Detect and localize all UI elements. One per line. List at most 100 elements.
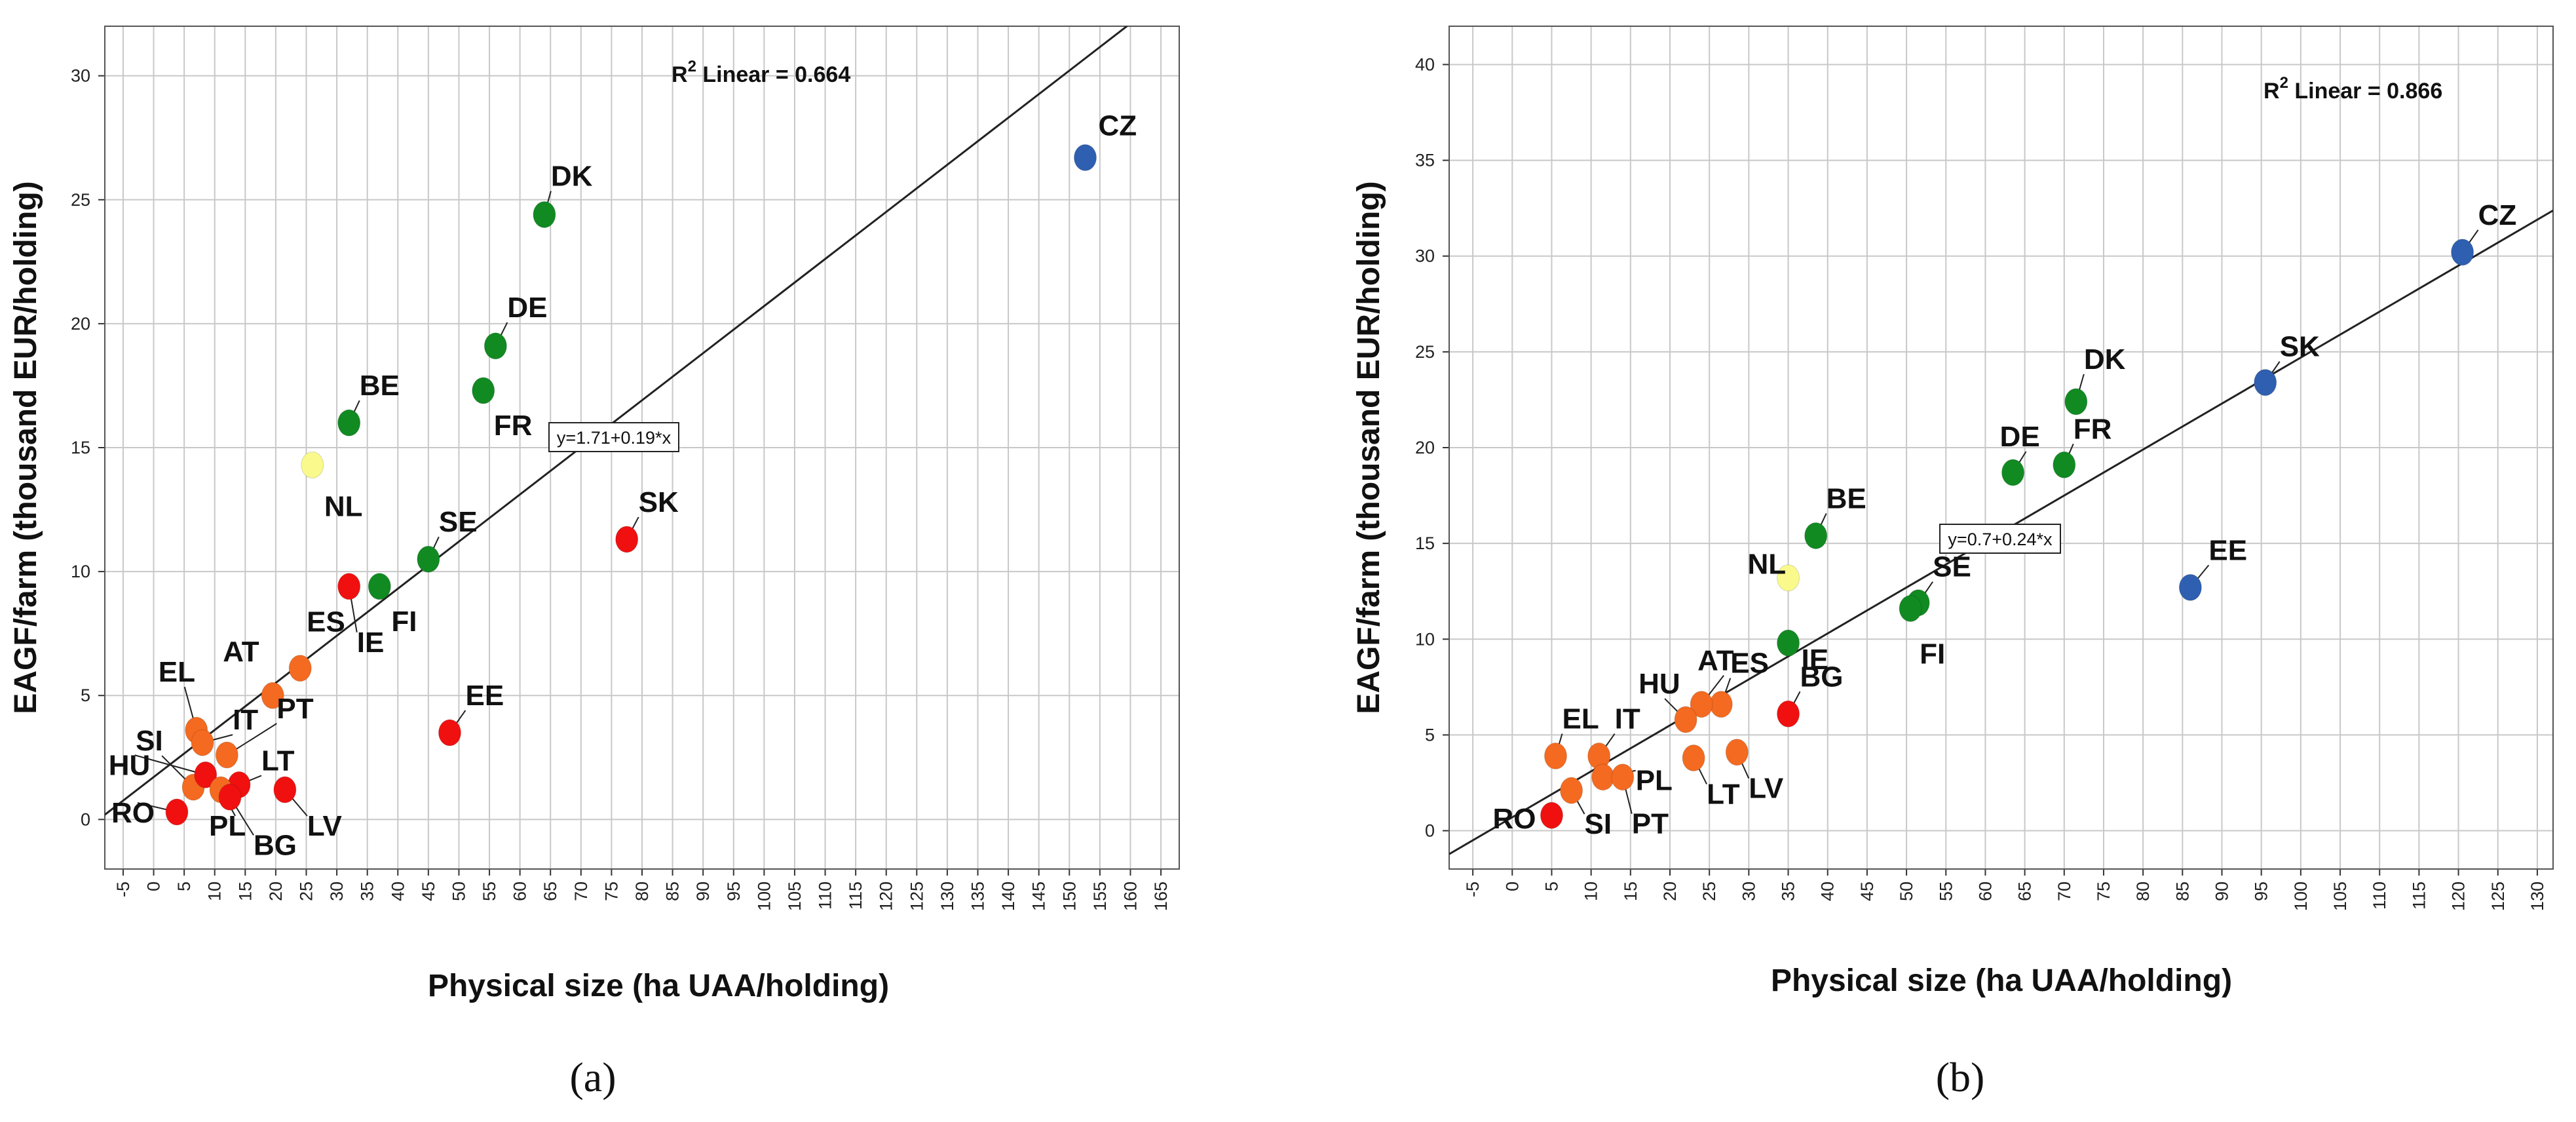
y-axis-title: EAGF/farm (thousand EUR/holding)	[9, 181, 43, 714]
data-point[interactable]	[438, 719, 461, 746]
data-point[interactable]	[194, 761, 218, 788]
point-label: DK	[2084, 343, 2126, 376]
x-tick-label: 40	[1818, 881, 1838, 901]
y-tick-label: 40	[1415, 54, 1435, 74]
data-point[interactable]	[1709, 691, 1733, 718]
data-point[interactable]	[273, 776, 297, 803]
data-point[interactable]	[1804, 522, 1828, 549]
y-tick-label: 30	[1415, 246, 1435, 266]
data-point[interactable]	[2064, 388, 2088, 416]
point-label: SE	[1933, 551, 1971, 583]
x-tick-label: 125	[2488, 881, 2508, 911]
y-tick-label: 10	[71, 562, 90, 581]
data-point-group: DK	[533, 160, 593, 228]
data-point[interactable]	[615, 526, 639, 553]
data-point[interactable]	[368, 573, 391, 600]
data-point[interactable]	[218, 783, 242, 811]
x-tick-label: 5	[1542, 881, 1561, 891]
data-point-group: PT	[1611, 764, 1669, 840]
data-point-group: SK	[615, 486, 679, 553]
data-point[interactable]	[1725, 739, 1749, 766]
data-point-group: BE	[337, 370, 400, 436]
data-point[interactable]	[337, 573, 361, 600]
data-point[interactable]	[2178, 573, 2202, 601]
point-label: LT	[261, 745, 295, 777]
data-point[interactable]	[533, 201, 556, 228]
data-point[interactable]	[1674, 706, 1697, 733]
y-tick-label: 35	[1415, 151, 1435, 170]
data-point[interactable]	[2451, 239, 2474, 266]
data-point[interactable]	[1899, 595, 1922, 623]
data-point[interactable]	[1540, 802, 1563, 829]
x-tick-label: 75	[601, 881, 621, 901]
point-label: SK	[639, 486, 679, 518]
data-point[interactable]	[1074, 144, 1097, 171]
data-point[interactable]	[1591, 764, 1615, 791]
data-point[interactable]	[215, 741, 238, 769]
data-point[interactable]	[472, 377, 495, 404]
data-point[interactable]	[165, 798, 189, 826]
equation-frame	[548, 422, 679, 452]
x-axis-title: Physical size (ha UAA/holding)	[428, 969, 889, 1003]
data-point[interactable]	[1777, 564, 1800, 592]
x-tick-label: 135	[968, 881, 988, 911]
data-point[interactable]	[1544, 743, 1567, 770]
point-label: LV	[1749, 773, 1784, 805]
data-point-group: FR	[2053, 413, 2112, 478]
panel-caption: (a)	[569, 1054, 616, 1100]
point-label: AT	[1697, 645, 1734, 677]
data-point[interactable]	[1682, 744, 1705, 771]
point-label: SE	[439, 506, 478, 538]
data-point[interactable]	[288, 655, 312, 682]
r2-value: Linear = 0.866	[2288, 79, 2442, 104]
equation-box: y=1.71+0.19*x	[548, 422, 679, 452]
y-tick-label: 25	[1415, 342, 1435, 362]
point-label: FI	[391, 606, 417, 638]
data-point[interactable]	[337, 409, 361, 436]
point-label: ES	[1730, 648, 1769, 680]
point-label: IT	[233, 704, 258, 736]
x-tick-label: 40	[388, 881, 407, 901]
point-label: HU	[1638, 668, 1680, 700]
data-point[interactable]	[2001, 459, 2025, 486]
data-point[interactable]	[1560, 777, 1583, 804]
y-tick-label: 5	[81, 686, 90, 705]
data-point[interactable]	[191, 729, 214, 756]
data-point[interactable]	[1777, 629, 1800, 657]
x-tick-label: 45	[1857, 881, 1877, 901]
data-point[interactable]	[261, 682, 284, 709]
x-tick-label: 15	[1621, 881, 1640, 901]
x-tick-label: 65	[2015, 881, 2035, 901]
data-point-group: DK	[2064, 343, 2126, 416]
data-point[interactable]	[417, 545, 440, 573]
x-tick-label: 85	[2172, 881, 2192, 901]
data-point[interactable]	[483, 332, 507, 360]
r2-label: R2 Linear = 0.866	[2263, 74, 2442, 104]
data-point-group: AT	[223, 636, 284, 709]
data-point-group: LV	[273, 776, 342, 842]
x-tick-label: 60	[510, 881, 530, 901]
data-point[interactable]	[2254, 369, 2277, 397]
data-point[interactable]	[1611, 764, 1635, 791]
x-tick-label: 155	[1090, 881, 1110, 911]
point-label: EL	[159, 656, 195, 688]
data-point[interactable]	[1777, 700, 1800, 727]
data-point[interactable]	[2053, 451, 2076, 478]
point-label: SK	[2280, 331, 2320, 363]
point-label: NL	[1748, 549, 1787, 581]
data-point[interactable]	[301, 451, 324, 478]
x-tick-label: 130	[938, 881, 957, 911]
plot-frame	[1449, 26, 2554, 870]
x-tick-label: 105	[785, 881, 805, 911]
data-point-group: SK	[2254, 331, 2320, 397]
r2-letter: R	[2263, 79, 2280, 104]
data-point[interactable]	[1690, 691, 1713, 718]
x-tick-label: 120	[877, 881, 896, 911]
x-tick-label: 60	[1975, 881, 1995, 901]
data-point-group: BE	[1804, 482, 1866, 549]
x-tick-label: 35	[1779, 881, 1798, 901]
point-label: SI	[136, 725, 163, 757]
data-point-group: CZ	[2451, 199, 2516, 266]
x-tick-label: 55	[1936, 881, 1956, 901]
